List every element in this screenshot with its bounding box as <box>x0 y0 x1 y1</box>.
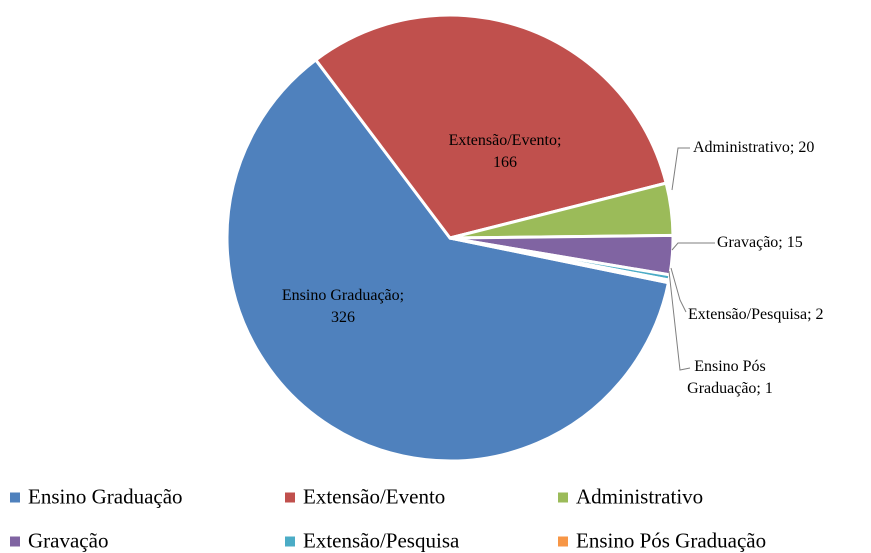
legend-label: Ensino Pós Graduação <box>576 528 767 553</box>
data-label: Extensão/Pesquisa; 2 <box>688 306 824 323</box>
legend-swatch <box>285 492 295 502</box>
legend-swatch <box>10 536 20 546</box>
legend-item: Gravação <box>10 529 108 553</box>
legend-label: Gravação <box>28 528 109 553</box>
legend-swatch <box>558 536 568 546</box>
legend-swatch <box>558 492 568 502</box>
data-label: Ensino Pós Graduação; 1 <box>687 358 773 397</box>
legend-item: Extensão/Pesquisa <box>285 529 459 553</box>
legend-label: Extensão/Evento <box>303 484 446 509</box>
legend-label: Administrativo <box>576 484 704 509</box>
legend-item: Ensino Graduação <box>10 485 183 510</box>
leader-line <box>671 147 690 191</box>
data-label: Gravação; 15 <box>717 234 803 251</box>
legend-item: Extensão/Evento <box>285 485 445 510</box>
legend-label: Extensão/Pesquisa <box>303 528 460 553</box>
leader-line <box>670 267 687 313</box>
legend-swatch <box>285 536 295 546</box>
pie-slice <box>313 13 668 240</box>
legend-swatch <box>10 492 20 502</box>
pie-slice <box>225 57 671 463</box>
legend-item: Administrativo <box>558 485 703 510</box>
pie-slice <box>449 236 671 285</box>
data-label: Administrativo; 20 <box>693 139 815 156</box>
data-label: Extensão/Evento; 166 <box>448 132 562 171</box>
data-label: Ensino Graduação; 326 <box>281 287 405 326</box>
leader-line <box>668 270 691 371</box>
legend-item: Ensino Pós Graduação <box>558 529 766 553</box>
leader-line <box>671 242 715 251</box>
legend-label: Ensino Graduação <box>28 484 183 509</box>
